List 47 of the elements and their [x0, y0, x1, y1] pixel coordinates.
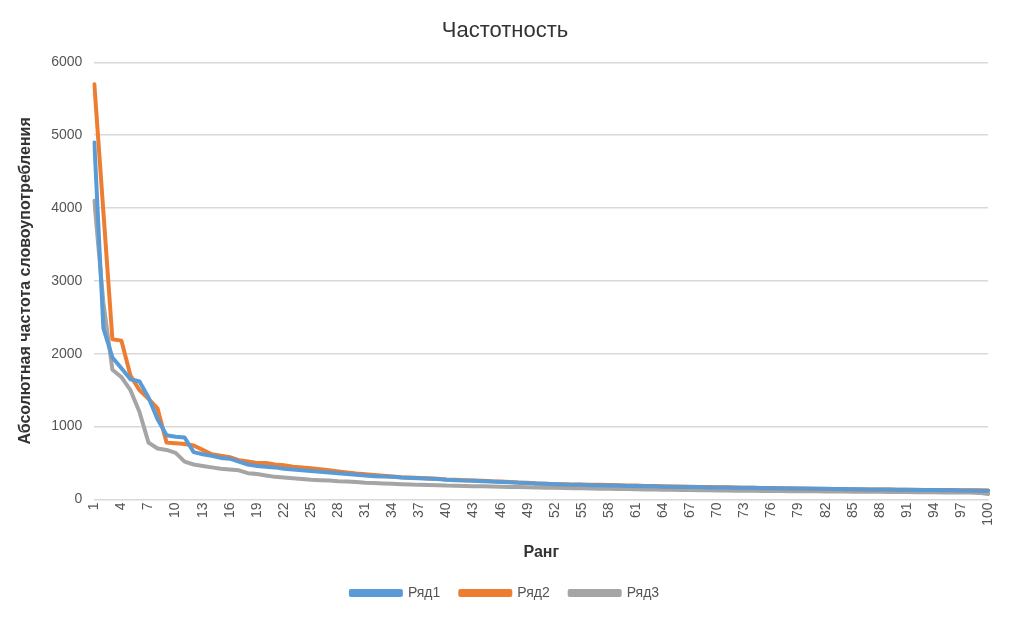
- x-tick-label: 1: [85, 502, 102, 511]
- x-tick-label: 37: [410, 502, 427, 519]
- x-tick-label: 67: [681, 502, 698, 519]
- x-tick-label: 61: [626, 502, 643, 519]
- y-tick-label: 4000: [51, 198, 83, 215]
- x-tick-label: 76: [762, 502, 779, 519]
- x-tick-label: 40: [437, 502, 454, 519]
- y-tick-label: 6000: [51, 53, 83, 70]
- x-tick-label: 13: [193, 502, 210, 519]
- x-tick-label: 4: [112, 502, 129, 511]
- x-tick-label: 88: [870, 502, 887, 519]
- y-tick-label: 0: [74, 490, 83, 507]
- x-tick-label: 85: [843, 502, 860, 519]
- x-tick-label: 70: [708, 502, 725, 519]
- x-tick-label: 64: [654, 502, 671, 519]
- y-tick-label: 2000: [51, 344, 83, 361]
- x-tick-label: 55: [572, 502, 589, 519]
- x-tick-label: 16: [220, 502, 237, 519]
- x-tick-label: 43: [464, 502, 481, 519]
- x-tick-label: 22: [274, 502, 291, 519]
- x-tick-label: 49: [518, 502, 535, 519]
- x-tick-label: 7: [139, 502, 156, 511]
- x-tick-label: 46: [491, 502, 508, 519]
- x-tick-label: 82: [816, 502, 833, 519]
- y-tick-label: 3000: [51, 271, 83, 288]
- x-tick-label: 91: [897, 502, 914, 519]
- x-tick-label: 10: [166, 502, 183, 519]
- y-axis-title: Абсолютная частота словоупотребления: [16, 117, 34, 445]
- x-tick-label: 58: [599, 502, 616, 519]
- chart-title: Частотность: [441, 17, 569, 43]
- x-tick-label: 31: [356, 502, 373, 519]
- x-tick-label: 79: [789, 502, 806, 519]
- legend-label: Ряд1: [407, 583, 441, 600]
- x-tick-label: 73: [735, 502, 752, 519]
- x-tick-label: 19: [247, 502, 264, 519]
- y-tick-label: 1000: [51, 417, 83, 434]
- x-tick-label: 52: [545, 502, 562, 519]
- legend-label: Ряд2: [517, 583, 550, 600]
- x-tick-label: 100: [979, 502, 996, 526]
- x-tick-label: 34: [383, 502, 400, 519]
- y-tick-label: 5000: [51, 126, 83, 143]
- x-tick-label: 94: [924, 502, 941, 519]
- x-axis-title: Ранг: [523, 542, 560, 560]
- x-tick-label: 28: [328, 502, 345, 519]
- x-tick-label: 25: [301, 502, 318, 519]
- x-tick-label: 97: [951, 502, 968, 519]
- legend-label: Ряд3: [626, 583, 660, 600]
